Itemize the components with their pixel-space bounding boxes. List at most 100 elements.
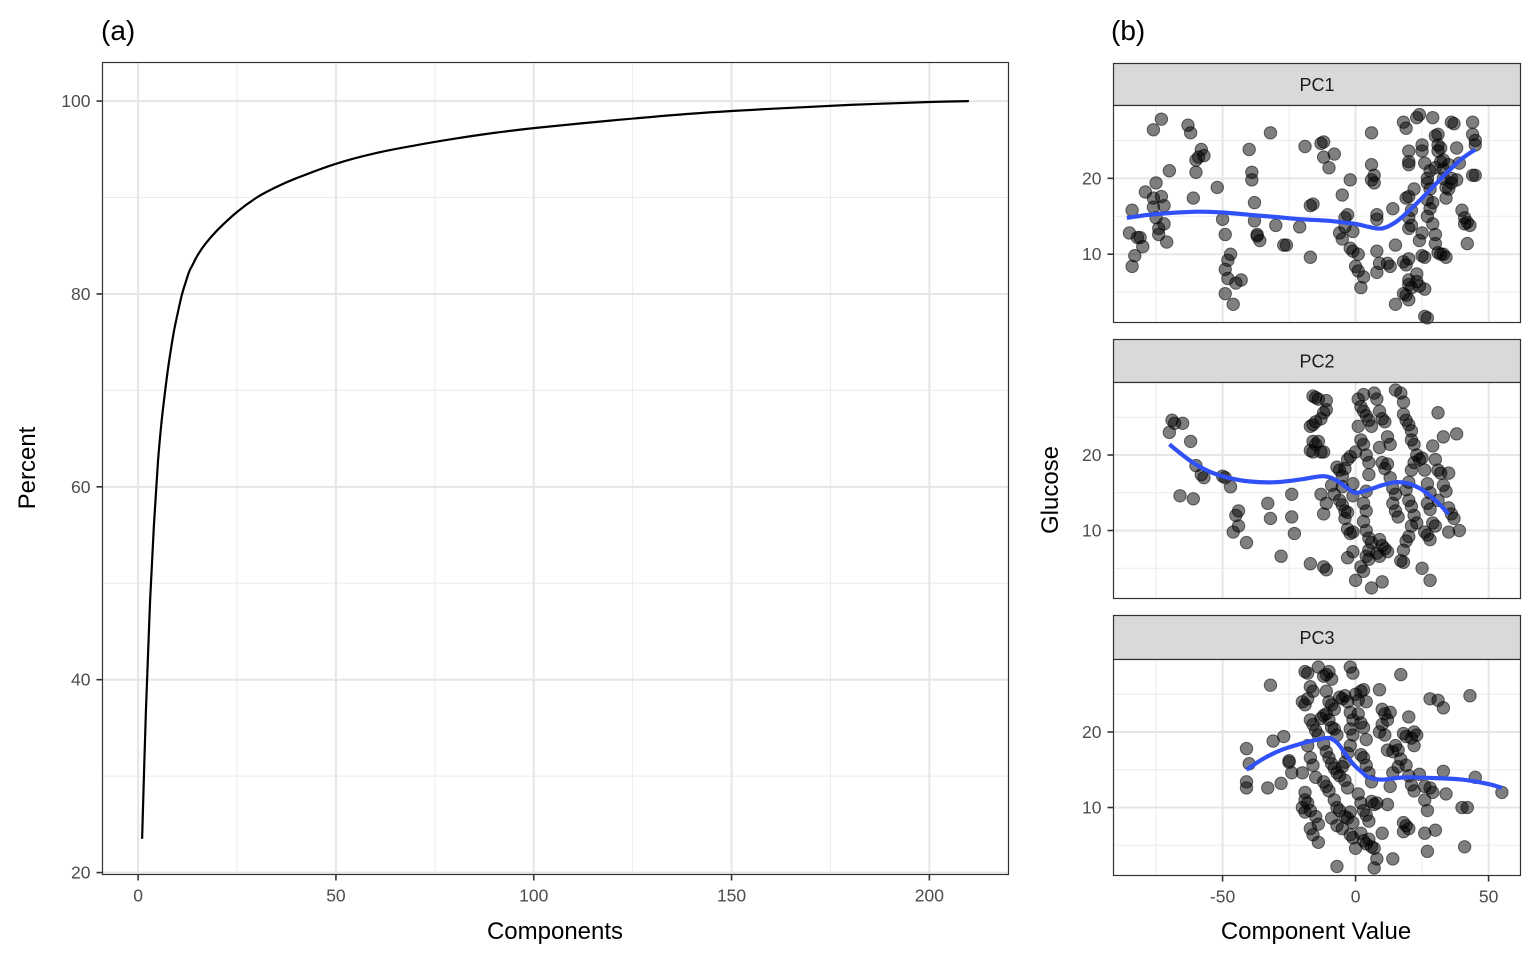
panel-a-xtick-label: 150 [717, 886, 746, 906]
facet-xtick-label: 0 [1351, 887, 1361, 907]
scatter-point [1383, 779, 1397, 794]
scatter-point [1303, 250, 1318, 264]
scatter-point [1133, 230, 1147, 245]
scatter-point [1346, 666, 1360, 680]
scatter-point [1263, 126, 1278, 140]
scatter-point [1343, 173, 1357, 187]
scatter-point [1210, 180, 1224, 195]
scatter-point [1319, 402, 1334, 417]
scatter-point [1420, 844, 1435, 859]
scatter-point [1356, 564, 1371, 579]
scatter-point [1364, 126, 1379, 140]
scatter-point [1359, 695, 1373, 709]
facet-pc3: PC3 10 20 -50 0 50 [1082, 614, 1522, 907]
scatter-point [1146, 123, 1161, 137]
scatter-point [1402, 710, 1416, 724]
scatter-point [1415, 451, 1429, 465]
scatter-point [1463, 218, 1477, 233]
panel-a-cumulative-line [141, 100, 969, 839]
scatter-point [1346, 525, 1360, 539]
scatter-point [1189, 165, 1203, 179]
scatter-point [1335, 188, 1349, 202]
panel-b-tag: (b) [1111, 15, 1145, 46]
scatter-point [1420, 803, 1435, 818]
scatter-point [1370, 244, 1384, 258]
scatter-point [1306, 197, 1320, 211]
scatter-point [1404, 218, 1419, 233]
scatter-point [1226, 525, 1240, 539]
facet-xtick-label: 50 [1479, 887, 1499, 907]
facet-ytick-label: 10 [1082, 521, 1102, 541]
facet-strip [1112, 62, 1522, 107]
scatter-point [1436, 701, 1451, 715]
scatter-point [1300, 692, 1315, 706]
scatter-point [1351, 247, 1365, 261]
scatter-point [1162, 425, 1177, 440]
facet-strip-label: PC1 [1299, 75, 1334, 95]
scatter-point [1173, 489, 1187, 503]
panel-a-xtick-label: 200 [915, 886, 944, 906]
scatter-point [1423, 573, 1437, 588]
scatter-point [1282, 754, 1296, 768]
scatter-point [1285, 510, 1299, 524]
scatter-point [1415, 144, 1429, 158]
facet-border [1112, 381, 1522, 600]
facet-ytick-label: 10 [1082, 798, 1102, 818]
panel-b-ylabel: Glucose [1037, 446, 1064, 534]
scatter-point [1242, 142, 1256, 157]
scatter-point [1402, 252, 1416, 266]
scatter-point [1250, 229, 1264, 243]
facet-ytick-label: 20 [1082, 722, 1102, 742]
scatter-point [1460, 800, 1474, 815]
panel-a-axis-ticks: 0 50 100 150 200 20 40 60 80 100 [61, 91, 944, 905]
scatter-point [1226, 297, 1240, 311]
scatter-point [1316, 135, 1331, 149]
scatter-point [1457, 840, 1472, 854]
facet-pc2: PC2 10 20 [1082, 338, 1522, 600]
scatter-point [1279, 238, 1294, 252]
scatter-point [1335, 760, 1349, 774]
scatter-point [1340, 505, 1355, 520]
scatter-point [1372, 549, 1387, 563]
scatter-point [1340, 208, 1355, 222]
panel-a-ytick-label: 20 [71, 863, 91, 883]
scatter-point [1418, 463, 1432, 477]
panel-a-ytick-label: 100 [61, 91, 90, 111]
scatter-point [1372, 683, 1387, 697]
scatter-point [1285, 487, 1299, 501]
scatter-point [1423, 502, 1437, 517]
scatter-point [1239, 535, 1254, 550]
scatter-point [1370, 208, 1384, 222]
panel-a-xlabel: Components [487, 918, 623, 945]
scatter-point [1388, 297, 1403, 311]
scatter-point [1378, 728, 1392, 742]
scatter-point [1197, 470, 1211, 485]
scatter-point [1433, 141, 1448, 155]
scatter-point [1319, 496, 1334, 511]
scatter-point [1186, 191, 1201, 205]
smooth-trend-line [1126, 147, 1477, 231]
panel-a-xtick-label: 100 [519, 886, 548, 906]
panel-a-ytick-label: 60 [71, 477, 91, 497]
scatter-point [1338, 461, 1352, 476]
facet-strip [1112, 338, 1522, 384]
facet-xtick-label: -50 [1210, 887, 1236, 907]
scatter-point [1441, 466, 1456, 480]
scatter-point [1274, 776, 1288, 791]
scatter-point [1298, 139, 1312, 154]
scatter-point [1449, 141, 1464, 155]
scatter-point [1449, 427, 1464, 441]
scatter-point [1402, 293, 1416, 307]
scatter-point [1269, 218, 1283, 233]
scatter-point [1399, 121, 1413, 135]
scatter-point [1418, 826, 1432, 840]
scatter-point [1431, 127, 1445, 142]
scatter-point [1346, 544, 1360, 559]
scatter-point [1327, 147, 1341, 161]
scatter-point [1372, 440, 1387, 455]
scatter-point [1157, 198, 1171, 213]
scatter-point [1316, 445, 1331, 459]
scatter-point [1263, 678, 1278, 692]
panel-a-line-chart: 0 50 100 150 200 20 40 60 80 100 Components Perce… [14, 61, 1010, 945]
facet-strip-label: PC2 [1299, 352, 1334, 372]
